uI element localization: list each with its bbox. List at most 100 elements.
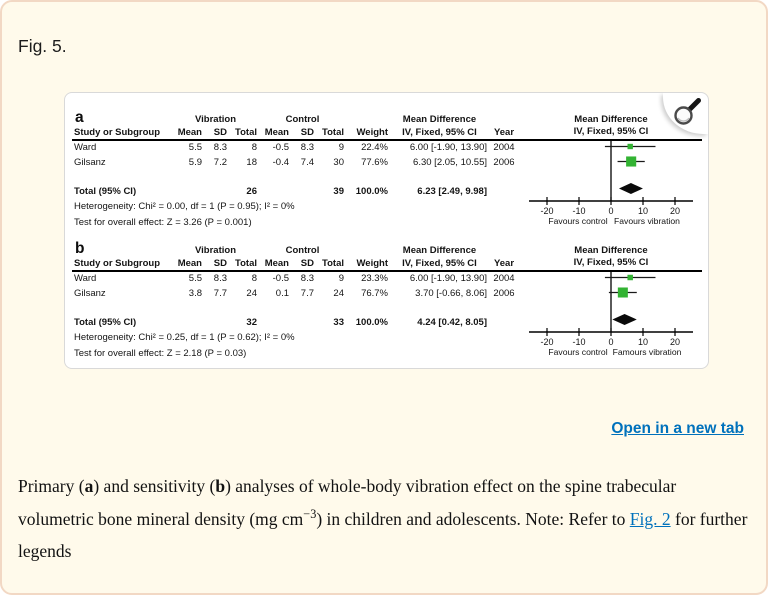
study-value: 7.2	[213, 157, 227, 169]
total-treatment-n: 32	[246, 316, 257, 328]
axis-tick-label: 0	[608, 337, 613, 347]
study-value: 30	[333, 157, 344, 169]
study-value: 8.3	[213, 272, 227, 284]
effect-square-Ward	[627, 274, 633, 281]
spacer-cell	[259, 315, 291, 331]
caption-bold-a: a	[84, 476, 94, 496]
total-weight: 100.0%	[355, 185, 388, 197]
total-control-n: 33	[333, 316, 344, 328]
study-value: 0.1	[275, 288, 289, 300]
plot-header-2: IV, Fixed, 95% CI	[574, 126, 649, 137]
study-row: Ward 5.5 8.3 8 -0.5 8.3 9 22.4% 6.00 [-1.90, 13.…	[72, 140, 519, 156]
spacer-cell	[346, 113, 390, 127]
figure-image[interactable]: a Vibration Control Mean Difference Study or…	[64, 92, 709, 369]
study-value: 9	[338, 141, 344, 153]
spacer-cell	[291, 184, 316, 200]
study-value: 8.3	[300, 141, 314, 153]
study-row: Ward 5.5 8.3 8 -0.5 8.3 9 23.3% 6.00 [-1.90, 13.…	[72, 271, 519, 287]
axis-tick-label: 20	[670, 206, 680, 216]
open-in-new-tab-link[interactable]: Open in a new tab	[611, 420, 744, 437]
column-header: Total	[235, 258, 257, 270]
figure-zoom-button[interactable]	[663, 93, 708, 134]
mean-difference-header: Mean Difference	[402, 113, 477, 125]
axis-tick-label: -10	[572, 337, 585, 347]
header-underline	[72, 270, 702, 272]
column-header: Year	[493, 258, 515, 270]
spacer-cell	[172, 184, 204, 200]
study-value: -0.5	[272, 141, 289, 153]
column-header: SD	[213, 258, 227, 270]
spacer-cell	[489, 113, 519, 127]
total-row: Total (95% CI) 32 33 100.0% 4.24 [0.42, 8.05…	[72, 315, 519, 331]
plot-header-1: Mean Difference	[574, 245, 647, 256]
study-value: -0.5	[272, 272, 289, 284]
spacer-cell	[489, 184, 519, 200]
column-header: IV, Fixed, 95% CI	[402, 127, 477, 139]
panel-label: a	[75, 109, 84, 126]
axis-tick-label: 10	[638, 206, 648, 216]
total-ci: 4.24 [0.42, 8.05]	[417, 316, 487, 328]
study-value: 8.3	[300, 272, 314, 284]
axis-tick-label: -20	[540, 337, 553, 347]
column-header: Total	[322, 127, 344, 139]
spacer-cell	[72, 113, 172, 127]
total-weight: 100.0%	[355, 316, 388, 328]
study-value: 77.6%	[361, 157, 388, 169]
spacer-row	[72, 302, 519, 315]
total-ci: 6.23 [2.49, 9.98]	[417, 185, 487, 197]
spacer-cell	[489, 315, 519, 331]
caption-superscript: −3	[303, 506, 317, 521]
study-name: Gilsanz	[74, 157, 106, 169]
study-value: 7.7	[300, 288, 314, 300]
study-value: 3.8	[188, 288, 202, 300]
column-header: SD	[300, 258, 314, 270]
study-value: 8.3	[213, 141, 227, 153]
spacer-cell	[259, 184, 291, 200]
study-row: Gilsanz 3.8 7.7 24 0.1 7.7 24 76.7% 3.70 [-0.66,…	[72, 287, 519, 303]
study-value: 22.4%	[361, 141, 388, 153]
column-header: Total	[322, 258, 344, 270]
column-header: Mean	[264, 258, 289, 270]
forest-panel-a: a Vibration Control Mean Difference Study or…	[72, 109, 702, 231]
column-header: IV, Fixed, 95% CI	[402, 258, 477, 270]
column-header: SD	[213, 127, 227, 139]
panel-grid: Vibration Control Mean Difference Study or …	[72, 113, 702, 231]
caption-text: for further legends	[18, 508, 748, 562]
study-value: 8	[251, 272, 257, 284]
mean-difference-header: Mean Difference	[402, 244, 477, 256]
column-header: Study or Subgroup	[74, 127, 161, 139]
caption-text: ) and sensitivity (	[93, 476, 216, 496]
header-underline	[72, 139, 702, 141]
study-value: 6.30 [2.05, 10.55]	[413, 157, 487, 169]
axis-tick-label: 20	[670, 337, 680, 347]
plot-header-1: Mean Difference	[574, 114, 647, 125]
caption-text: ) in children and adolescents. Note: Ref…	[316, 508, 630, 529]
effect-square-Ward	[627, 143, 633, 150]
figure-caption: Primary (a) and sensitivity (b) analyses…	[18, 470, 748, 568]
study-value: 8	[251, 141, 257, 153]
total-label: Total (95% CI)	[74, 185, 137, 197]
favours-left-label: Favours control	[548, 216, 607, 226]
study-value: 76.7%	[361, 288, 388, 300]
effect-square-Gilsanz	[626, 156, 637, 167]
study-value: 24	[246, 288, 257, 300]
column-header: Weight	[356, 258, 389, 270]
overall-effect-text: Test for overall effect: Z = 3.26 (P = 0…	[74, 216, 252, 228]
treatment-group-header: Vibration	[195, 113, 236, 125]
study-value: 2006	[493, 288, 515, 300]
caption-text: ) analyses of whole-body vibration effec…	[18, 476, 677, 529]
total-treatment-n: 26	[246, 185, 257, 197]
axis-tick-label: -20	[540, 206, 553, 216]
axis-tick-label: 0	[608, 206, 613, 216]
fig2-link[interactable]: Fig. 2	[629, 508, 671, 529]
study-value: 23.3%	[361, 272, 388, 284]
spacer-row	[72, 171, 519, 184]
forest-plots-container: a Vibration Control Mean Difference Study or…	[72, 109, 702, 362]
study-value: 5.5	[188, 141, 202, 153]
plot-header-2: IV, Fixed, 95% CI	[574, 257, 649, 268]
column-header: Mean	[264, 127, 289, 139]
study-value: 2004	[493, 272, 515, 284]
study-value: 9	[338, 272, 344, 284]
forest-table: Vibration Control Mean Difference Study or …	[72, 113, 519, 231]
